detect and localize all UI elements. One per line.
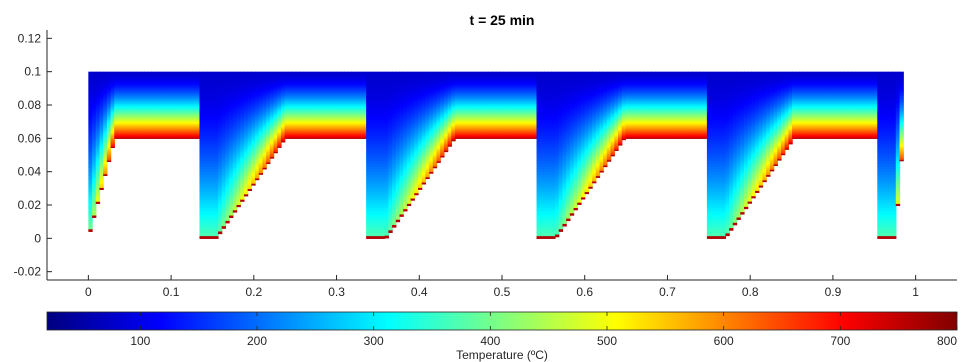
y-tick-label: -0.02 <box>14 265 42 279</box>
x-tick-label: 0.8 <box>742 285 759 299</box>
colorbar-ticks: 100 200 300 400 500 600 700 800 <box>130 312 958 348</box>
y-tick-label: 0.04 <box>18 165 42 179</box>
x-tick-label: 1 <box>912 285 919 299</box>
colorbar-tick-label: 800 <box>937 334 957 348</box>
colorbar-tick-label: 700 <box>830 334 850 348</box>
colorbar-tick-label: 400 <box>480 334 500 348</box>
colorbar-label: Temperature (ºC) <box>456 348 548 362</box>
x-axis-ticks: 0 0.1 0.2 0.3 0.4 0.5 0.6 0.7 0.8 0.9 1 <box>85 275 919 299</box>
x-tick-label: 0.5 <box>494 285 511 299</box>
x-tick-label: 0.2 <box>245 285 262 299</box>
x-tick-label: 0.9 <box>825 285 842 299</box>
y-tick-label: 0 <box>34 231 41 245</box>
colorbar-tick-label: 200 <box>247 334 267 348</box>
y-tick-label: 0.12 <box>18 31 42 45</box>
chart-title: t = 25 min <box>470 12 535 28</box>
x-tick-label: 0.4 <box>411 285 428 299</box>
temperature-field <box>88 71 904 239</box>
x-tick-label: 0 <box>85 285 92 299</box>
colorbar-tick-label: 100 <box>130 334 150 348</box>
y-tick-label: 0.08 <box>18 98 42 112</box>
colorbar-tick-label: 600 <box>714 334 734 348</box>
x-tick-label: 0.1 <box>163 285 180 299</box>
colorbar-tick-label: 300 <box>364 334 384 348</box>
y-tick-label: 0.1 <box>24 65 41 79</box>
y-tick-label: 0.06 <box>18 131 42 145</box>
y-axis-ticks: -0.02 0 0.02 0.04 0.06 0.08 0.1 0.12 <box>14 31 52 279</box>
x-tick-label: 0.3 <box>328 285 345 299</box>
plot-area <box>47 30 957 280</box>
x-tick-label: 0.7 <box>659 285 676 299</box>
colorbar-tick-label: 500 <box>597 334 617 348</box>
colorbar <box>46 311 958 331</box>
x-tick-label: 0.6 <box>576 285 593 299</box>
y-tick-label: 0.02 <box>18 198 42 212</box>
